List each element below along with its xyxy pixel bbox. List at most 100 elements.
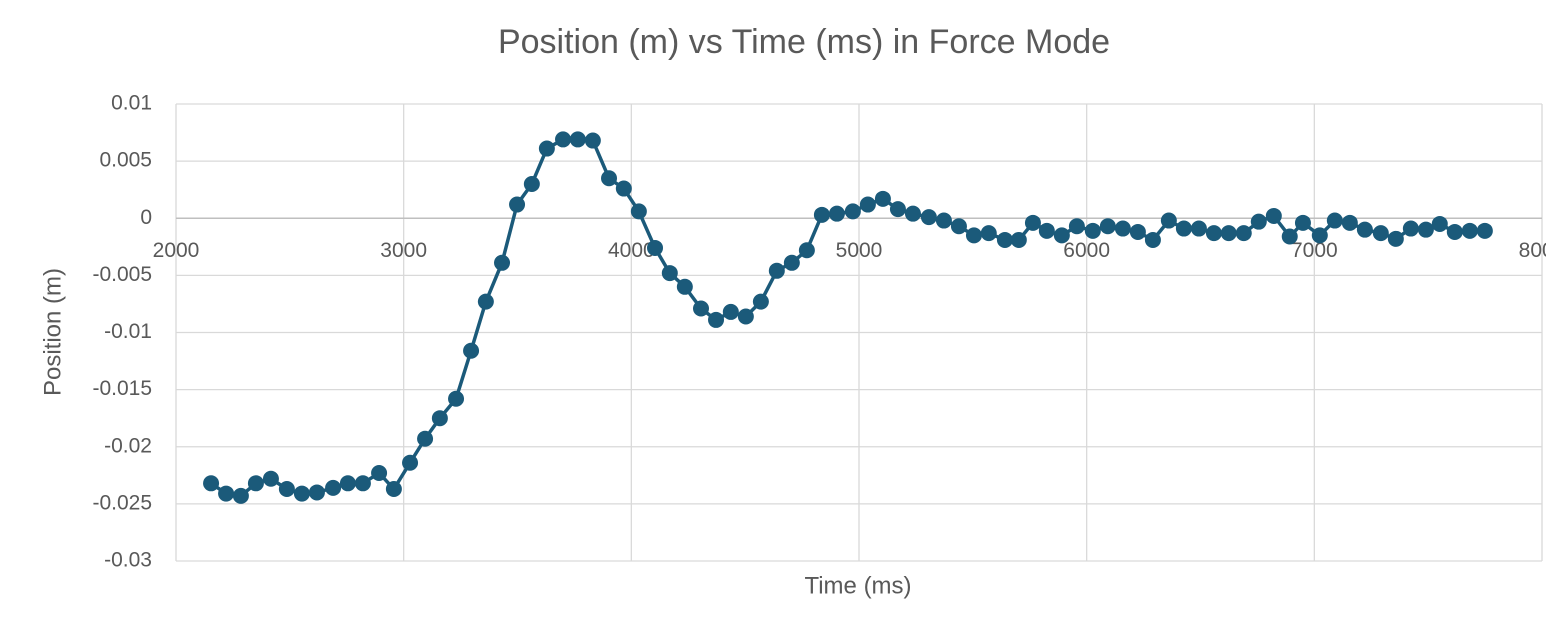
data-point <box>1417 221 1434 238</box>
y-axis-title: Position (m) <box>39 268 66 396</box>
data-point <box>371 465 388 482</box>
x-tick-label: 6000 <box>1063 239 1110 262</box>
data-point <box>1311 227 1328 244</box>
data-point <box>783 254 800 271</box>
data-point <box>1476 222 1493 239</box>
data-point <box>463 342 480 359</box>
data-point <box>247 475 264 492</box>
data-point <box>1250 213 1267 230</box>
x-tick-label: 3000 <box>380 239 427 262</box>
data-point <box>1205 225 1222 242</box>
data-point <box>308 484 325 501</box>
data-point <box>1175 220 1192 237</box>
data-point <box>661 265 678 282</box>
chart-title: Position (m) vs Time (ms) in Force Mode <box>498 23 1110 61</box>
y-tick-label: -0.015 <box>92 377 152 400</box>
data-point <box>1190 220 1207 237</box>
data-point <box>448 390 465 407</box>
x-tick-label: 5000 <box>836 239 883 262</box>
data-point <box>708 311 725 328</box>
data-point <box>676 278 693 295</box>
data-point <box>1431 215 1448 232</box>
data-point <box>1114 220 1131 237</box>
data-point <box>1387 230 1404 247</box>
data-point <box>630 203 647 220</box>
data-point <box>385 481 402 498</box>
data-point <box>615 180 632 197</box>
data-point <box>920 209 937 226</box>
data-point <box>1341 214 1358 231</box>
data-point <box>904 205 921 222</box>
data-point <box>722 303 739 320</box>
y-tick-label: 0 <box>140 206 152 229</box>
data-point <box>523 175 540 192</box>
data-point <box>1144 231 1161 248</box>
data-point <box>1160 212 1177 229</box>
data-point <box>813 206 830 223</box>
data-point <box>509 196 526 213</box>
data-point <box>752 293 769 310</box>
data-point <box>874 190 891 207</box>
data-point <box>1356 221 1373 238</box>
y-tick-label: -0.005 <box>92 263 152 286</box>
x-axis-title: Time (ms) <box>804 572 911 599</box>
data-point <box>218 485 235 502</box>
data-point <box>494 254 511 271</box>
data-point <box>889 201 906 218</box>
data-point <box>768 262 785 279</box>
data-point <box>1402 220 1419 237</box>
data-point <box>538 140 555 157</box>
data-point <box>692 300 709 317</box>
data-point <box>1129 223 1146 240</box>
data-point <box>232 487 249 504</box>
data-point <box>569 131 586 148</box>
data-point <box>1053 227 1070 244</box>
y-tick-label: -0.01 <box>104 320 152 343</box>
data-point <box>1372 225 1389 242</box>
x-tick-label: 8000 <box>1519 239 1546 262</box>
data-point <box>1265 207 1282 224</box>
data-point <box>996 231 1013 248</box>
y-tick-label: -0.025 <box>92 491 152 514</box>
data-point <box>1220 225 1237 242</box>
data-point <box>262 470 279 487</box>
data-point <box>1326 212 1343 229</box>
data-point <box>1068 218 1085 235</box>
data-point <box>1038 222 1055 239</box>
data-point <box>584 132 601 149</box>
data-point <box>935 212 952 229</box>
data-point <box>1084 222 1101 239</box>
data-point <box>844 203 861 220</box>
data-point <box>477 293 494 310</box>
data-point <box>965 227 982 244</box>
x-tick-label: 2000 <box>153 239 200 262</box>
y-tick-label: 0.01 <box>111 92 152 115</box>
data-point <box>203 475 220 492</box>
data-point <box>293 485 310 502</box>
data-point <box>1010 231 1027 248</box>
data-point <box>980 225 997 242</box>
x-tick-label: 7000 <box>1291 239 1338 262</box>
data-point <box>950 218 967 235</box>
data-point <box>431 410 448 427</box>
data-point <box>1294 214 1311 231</box>
data-point <box>798 242 815 259</box>
data-point <box>1446 223 1463 240</box>
data-point <box>278 481 295 498</box>
data-point <box>647 239 664 256</box>
x-tick-label: 4000 <box>608 239 655 262</box>
data-point <box>601 170 618 187</box>
y-tick-label: -0.03 <box>104 549 152 572</box>
data-point <box>859 196 876 213</box>
data-point <box>1235 225 1252 242</box>
series-line <box>210 137 1485 498</box>
data-point <box>828 205 845 222</box>
data-point <box>339 475 356 492</box>
data-point <box>1281 228 1298 245</box>
y-tick-label: -0.02 <box>104 434 152 457</box>
data-point <box>555 131 572 148</box>
data-point <box>1024 214 1041 231</box>
data-point <box>1461 222 1478 239</box>
data-point <box>1099 218 1116 235</box>
